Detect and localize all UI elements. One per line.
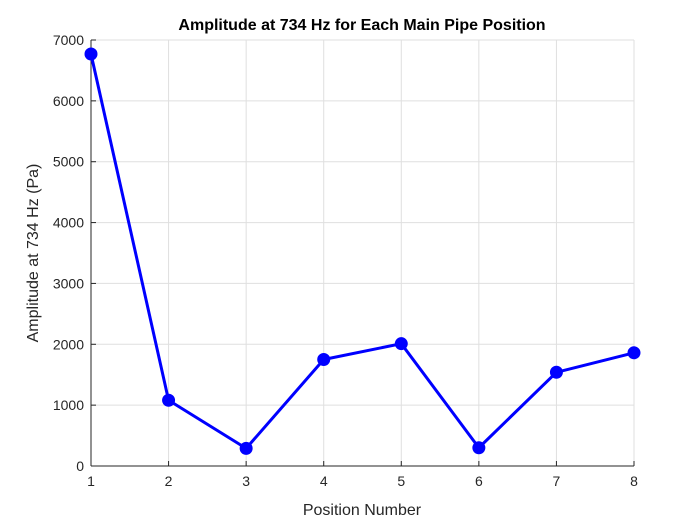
y-tick-label: 7000 bbox=[53, 32, 84, 48]
x-tick-label: 6 bbox=[475, 473, 483, 489]
x-tick-label: 7 bbox=[553, 473, 561, 489]
x-tick-label: 5 bbox=[397, 473, 405, 489]
data-point bbox=[84, 47, 98, 61]
y-tick-label: 5000 bbox=[53, 154, 84, 170]
axes bbox=[90, 39, 635, 467]
x-tick-label: 3 bbox=[242, 473, 250, 489]
y-tick-label: 2000 bbox=[53, 336, 84, 352]
x-axis-label: Position Number bbox=[303, 502, 422, 519]
y-tick-label: 3000 bbox=[53, 275, 84, 291]
y-tick-label: 4000 bbox=[53, 215, 84, 231]
data-point bbox=[394, 337, 408, 351]
tick-labels: 1 2 3 4 5 6 7 8 0 1000 2000 3000 4000 5000 6000 7000 bbox=[53, 32, 638, 489]
x-tick-label: 8 bbox=[630, 473, 638, 489]
y-axis-label: Amplitude at 734 Hz (Pa) bbox=[25, 164, 42, 343]
y-tick-label: 1000 bbox=[53, 397, 84, 413]
x-tick-label: 2 bbox=[165, 473, 173, 489]
y-tick-label: 6000 bbox=[53, 93, 84, 109]
y-tick-label: 0 bbox=[76, 458, 84, 474]
series-group bbox=[84, 47, 641, 455]
data-point bbox=[472, 441, 486, 455]
chart-title: Amplitude at 734 Hz for Each Main Pipe P… bbox=[178, 17, 545, 34]
x-tick-label: 1 bbox=[87, 473, 95, 489]
series-line bbox=[89, 53, 635, 450]
data-point bbox=[317, 353, 331, 366]
x-tick-label: 4 bbox=[320, 473, 328, 489]
data-point bbox=[627, 346, 641, 360]
data-point bbox=[549, 365, 563, 379]
data-point bbox=[239, 441, 253, 455]
data-point bbox=[162, 393, 176, 407]
plot-background bbox=[91, 40, 634, 466]
